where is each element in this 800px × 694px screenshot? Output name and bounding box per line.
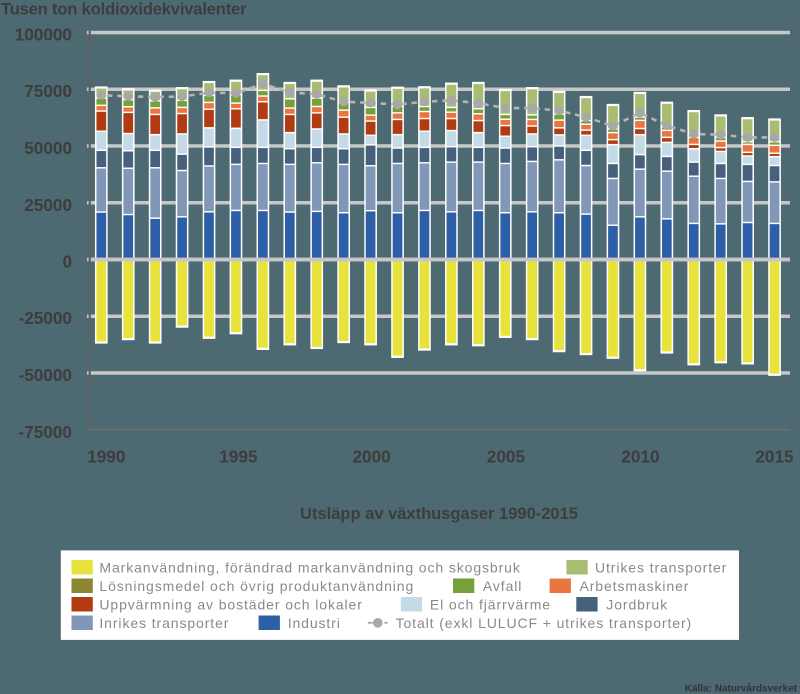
svg-text:100000: 100000 — [15, 25, 72, 45]
svg-text:2000: 2000 — [352, 447, 390, 467]
svg-text:Jordbruk: Jordbruk — [606, 596, 668, 612]
svg-text:75000: 75000 — [24, 81, 72, 101]
svg-text:2005: 2005 — [487, 447, 526, 467]
svg-text:Tusen ton koldioxidekvivalente: Tusen ton koldioxidekvivalenter — [1, 1, 247, 19]
svg-text:Lösningsmedel och övrig produk: Lösningsmedel och övrig produktanvändnin… — [99, 578, 414, 594]
svg-text:-50000: -50000 — [18, 365, 72, 385]
svg-text:0: 0 — [62, 252, 72, 272]
svg-text:Utrikes transporter: Utrikes transporter — [595, 559, 727, 575]
svg-text:Industri: Industri — [288, 615, 341, 631]
svg-text:El och fjärrvärme: El och fjärrvärme — [430, 596, 551, 612]
svg-text:-25000: -25000 — [18, 308, 72, 328]
svg-text:Källa: Naturvårdsverket: Källa: Naturvårdsverket — [685, 683, 798, 694]
svg-text:2015: 2015 — [755, 447, 794, 467]
svg-text:1990: 1990 — [87, 447, 125, 467]
svg-text:Utsläpp av växthusgaser 1990-2: Utsläpp av växthusgaser 1990-2015 — [300, 505, 578, 523]
svg-text:50000: 50000 — [24, 138, 72, 158]
svg-text:Arbetsmaskiner: Arbetsmaskiner — [580, 578, 690, 594]
svg-text:2010: 2010 — [621, 447, 659, 467]
svg-text:Inrikes transporter: Inrikes transporter — [99, 615, 229, 631]
svg-text:Uppvärmning av bostäder och lo: Uppvärmning av bostäder och lokaler — [99, 596, 362, 612]
svg-text:Totalt (exkl LULUCF + utrikes: Totalt (exkl LULUCF + utrikes transporte… — [396, 615, 692, 631]
svg-text:-75000: -75000 — [18, 422, 72, 442]
svg-text:Markanvändning, förändrad mark: Markanvändning, förändrad markanvändning… — [99, 559, 520, 575]
svg-text:Avfall: Avfall — [483, 578, 522, 594]
svg-text:1995: 1995 — [219, 447, 258, 467]
svg-text:25000: 25000 — [24, 195, 72, 215]
